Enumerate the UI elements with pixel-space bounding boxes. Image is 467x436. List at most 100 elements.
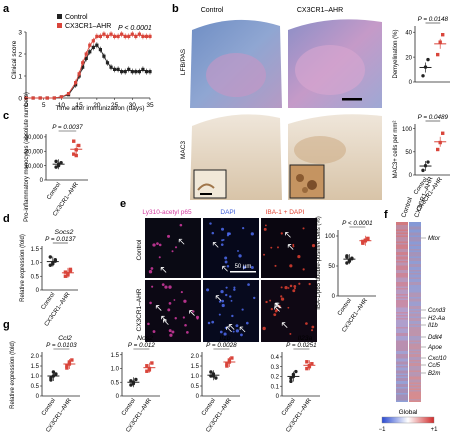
cell-dot [147, 322, 150, 326]
heatmap-row-control [396, 337, 408, 339]
panel-c-point [59, 161, 63, 165]
scale-bar-b [342, 98, 362, 101]
panel-a-ytick-label: 1 [18, 73, 22, 80]
cell-dot [179, 223, 183, 227]
panel-b-demyelination-point [423, 65, 428, 69]
colorbar-max: +1 [431, 427, 439, 433]
panel-a-pvalue: P < 0.0001 [118, 25, 152, 32]
panel-g-il1b-ytick-label: 1.0 [191, 374, 200, 380]
heatmap-row-control [396, 231, 408, 233]
heatmap-row-treated [409, 334, 421, 336]
heatmap-row-treated [409, 286, 421, 288]
heatmap-row-treated [409, 273, 421, 275]
heatmap-row-control [396, 385, 408, 387]
panel-g-il1b-ytick-label: 1.5 [191, 364, 200, 370]
heatmap-row-treated [409, 303, 421, 305]
heatmap-row-treated [409, 264, 421, 266]
heatmap-row-treated [409, 271, 421, 273]
heatmap-row-control [396, 352, 408, 354]
cell-dot [263, 253, 266, 256]
heatmap-row-treated [409, 253, 421, 255]
panel-a-point [95, 43, 99, 47]
gene-label: Cxcl10 [428, 356, 447, 362]
cell-dot [302, 268, 305, 271]
panel-a-point [141, 67, 145, 71]
panel-a-point [120, 32, 124, 36]
panel-g-il1b-point [209, 374, 213, 378]
heatmap-row-control [396, 229, 408, 231]
heatmap-row-control [396, 376, 408, 378]
cell-dot [262, 326, 266, 331]
heatmap-row-control [396, 280, 408, 282]
heatmap-row-treated [409, 235, 421, 237]
heatmap-row-control [396, 267, 408, 269]
cell-dot [270, 307, 273, 311]
panel-e-letter: e [120, 198, 126, 210]
panel-g-il23a-point [310, 362, 314, 366]
panel-g-il23a-point [307, 363, 312, 368]
panel-g-il23a-xlabel: Control [281, 398, 297, 417]
heatmap-row-control [396, 292, 408, 294]
heatmap-row-treated [409, 232, 421, 234]
panel-g-ccl2-point [51, 370, 56, 374]
panel-g-letter: g [3, 319, 10, 331]
panel-g-il1b-point [227, 360, 232, 364]
heatmap-row-control [396, 313, 408, 315]
gene-label: Mtor [428, 236, 441, 242]
heatmap-control-column [396, 222, 408, 402]
heatmap-row-control [396, 273, 408, 275]
heatmap-row-treated [409, 387, 421, 389]
heatmap-row-treated [409, 319, 421, 321]
panel-g-nos2-point [150, 361, 154, 365]
panel-a-letter: a [3, 3, 10, 15]
e-treated-iba [261, 280, 317, 342]
heatmap-row-treated [409, 361, 421, 363]
heatmap-row-control [396, 285, 408, 287]
heatmap-row-control [396, 303, 408, 305]
heatmap-row-treated [409, 288, 421, 290]
gene-label: B2m [428, 371, 440, 377]
cell-dot [273, 313, 277, 317]
heatmap-row-control [396, 387, 408, 389]
panel-b-mac3-point [423, 164, 428, 168]
heatmap-row-control [396, 373, 408, 375]
cell-dot [174, 246, 178, 249]
panel-b-mac3-ylabel: MAC3+ cells per mm² [393, 121, 399, 179]
heatmap-row-control [396, 279, 408, 281]
panel-b-mac3-point [436, 147, 440, 152]
heatmap-row-treated [409, 261, 421, 263]
heatmap-row-treated [409, 399, 421, 401]
cell-dot [292, 243, 295, 246]
heatmap-row-control [396, 243, 408, 245]
cell-dot [232, 330, 235, 333]
heatmap-row-control [396, 265, 408, 267]
heatmap-row-treated [409, 228, 421, 230]
cell-dot [235, 329, 240, 333]
heatmap-row-treated [409, 252, 421, 254]
panel-e-point [361, 239, 365, 244]
cell-dot [171, 250, 174, 253]
panel-g-nos2-point [145, 369, 149, 373]
heatmap-row-treated [409, 367, 421, 369]
panel-g-ccl2-ytick-label: 1.5 [31, 364, 40, 370]
heatmap-row-treated [409, 393, 421, 395]
panel-g-nos2-point [145, 364, 149, 368]
cell-dot [274, 264, 277, 267]
panel-d-ylabel: Relative expression (fold) [20, 234, 26, 302]
heatmap-row-treated [409, 259, 421, 261]
panel-g-ccl2-ytick-label: 0.5 [31, 384, 40, 390]
panel-d-gene: Socs2 [55, 229, 74, 236]
cell-dot [280, 286, 283, 289]
heatmap-row-control [396, 391, 408, 393]
cell-dot [180, 291, 183, 294]
heatmap-row-control [396, 288, 408, 290]
heatmap-row-control [396, 268, 408, 270]
cell-dot [182, 316, 185, 319]
heatmap-row-treated [409, 364, 421, 366]
heatmap-row-control [396, 319, 408, 321]
panel-g-ccl2-point [65, 366, 69, 370]
panel-g-ccl2-ytick-label: 2.0 [31, 354, 40, 360]
cell-dot [211, 320, 215, 324]
heatmap-row-control [396, 249, 408, 251]
heatmap-row-treated [409, 246, 421, 248]
